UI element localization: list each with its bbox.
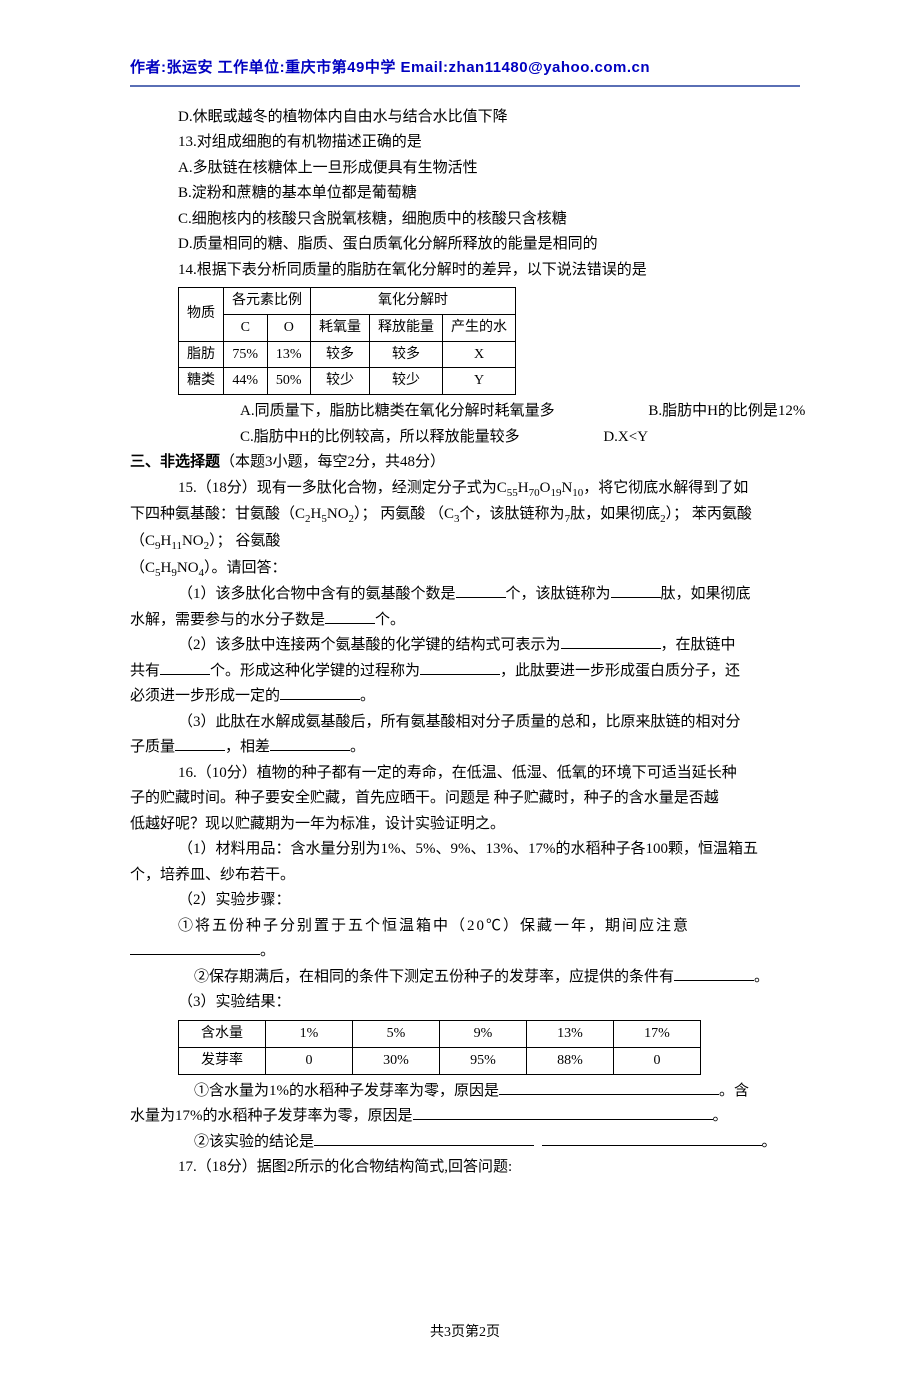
q14-th-o: O — [267, 314, 311, 341]
q14-th-energy: 释放能量 — [370, 314, 443, 341]
q16-result-table: 含水量 1% 5% 9% 13% 17% 发芽率 0 30% 95% 88% 0 — [178, 1020, 701, 1075]
q16-step1-line2: 。 — [130, 939, 800, 965]
q16-result1-line1: ①含水量为1%的水稻种子发芽率为零，原因是。含 — [130, 1079, 800, 1105]
fill-blank[interactable] — [314, 1130, 534, 1146]
q14-th-substance: 物质 — [179, 288, 224, 342]
fill-blank[interactable] — [270, 735, 350, 751]
q14-option-d: D.X<Y — [603, 425, 648, 451]
q16-th-germ: 发芽率 — [179, 1047, 266, 1074]
q14-options-row2: C.脂肪中H的比例较高，所以释放能量较多 D.X<Y — [130, 425, 800, 451]
q16-step2: ②保存期满后，在相同的条件下测定五份种子的发芽率，应提供的条件有。 — [130, 965, 800, 991]
q15-part2-line3: 必须进一步形成一定的。 — [130, 684, 800, 710]
fill-blank[interactable] — [413, 1104, 713, 1120]
page-header: 作者:张运安 工作单位:重庆市第49中学 Email:zhan11480@yah… — [130, 55, 800, 87]
q15-stem-line1: 15.（18分）现有一多肽化合物，经测定分子式为C55H70O19N10，将它彻… — [130, 476, 800, 503]
fill-blank[interactable] — [175, 735, 225, 751]
q15-part1-line1: （1）该多肽化合物中含有的氨基酸个数是个，该肽链称为肽，如果彻底 — [130, 582, 800, 608]
q16-materials-1: （1）材料用品：含水量分别为1%、5%、9%、13%、17%的水稻种子各100颗… — [130, 837, 800, 863]
q14-option-c: C.脂肪中H的比例较高，所以释放能量较多 — [240, 429, 520, 445]
q14-table: 物质 各元素比例 氧化分解时 C O 耗氧量 释放能量 产生的水 脂肪 75% … — [178, 287, 516, 395]
fill-blank[interactable] — [499, 1079, 719, 1095]
q17-stem: 17.（18分）据图2所示的化合物结构简式,回答问题: — [130, 1155, 800, 1181]
q13-option-d: D.质量相同的糖、脂质、蛋白质氧化分解所释放的能量是相同的 — [130, 232, 800, 258]
q13-option-b: B.淀粉和蔗糖的基本单位都是葡萄糖 — [130, 181, 800, 207]
q16-result1-line2: 水量为17%的水稻种子发芽率为零，原因是。 — [130, 1104, 800, 1130]
q15-stem-line3: （C5H9NO4）。请回答： — [130, 556, 800, 583]
table-row: 糖类 44% 50% 较少 较少 Y — [179, 368, 516, 395]
table-row: 脂肪 75% 13% 较多 较多 X — [179, 341, 516, 368]
q14-th-c: C — [224, 314, 268, 341]
q14-th-elements: 各元素比例 — [224, 288, 311, 315]
q13-option-c: C.细胞核内的核酸只含脱氧核糖，细胞质中的核酸只含核糖 — [130, 207, 800, 233]
q14-th-oxygen: 耗氧量 — [311, 314, 370, 341]
q16-steps-heading: （2）实验步骤： — [130, 888, 800, 914]
q14-option-b: B.脂肪中H的比例是12% — [648, 399, 805, 425]
q15-part3-line1: （3）此肽在水解成氨基酸后，所有氨基酸相对分子质量的总和，比原来肽链的相对分 — [130, 710, 800, 736]
q16-th-water: 含水量 — [179, 1020, 266, 1047]
q16-line1: 16.（10分）植物的种子都有一定的寿命，在低温、低湿、低氧的环境下可适当延长种 — [130, 761, 800, 787]
section3-info: （本题3小题，每空2分，共48分） — [220, 454, 445, 470]
fill-blank[interactable] — [280, 684, 360, 700]
fill-blank[interactable] — [130, 939, 260, 955]
q16-result2: ②该实验的结论是 。 — [130, 1130, 800, 1156]
page-footer: 共3页第2页 — [130, 1321, 800, 1345]
q16-line2: 子的贮藏时间。种子要安全贮藏，首先应晒干。问题是 种子贮藏时，种子的含水量是否越 — [130, 786, 800, 812]
q14-th-water: 产生的水 — [443, 314, 516, 341]
fill-blank[interactable] — [420, 659, 500, 675]
q14-option-a: A.同质量下，脂肪比糖类在氧化分解时耗氧量多 — [240, 403, 555, 419]
page-container: 作者:张运安 工作单位:重庆市第49中学 Email:zhan11480@yah… — [0, 0, 920, 1384]
fill-blank[interactable] — [160, 659, 210, 675]
q16-step1-line1: ①将五份种子分别置于五个恒温箱中（20℃）保藏一年，期间应注意 — [130, 914, 800, 940]
section3-heading: 三、非选择题（本题3小题，每空2分，共48分） — [130, 450, 800, 476]
q15-part2-line2: 共有个。形成这种化学键的过程称为，此肽要进一步形成蛋白质分子，还 — [130, 659, 800, 685]
q15-part3-line2: 子质量，相差。 — [130, 735, 800, 761]
fill-blank[interactable] — [561, 633, 661, 649]
q14-options-row1: A.同质量下，脂肪比糖类在氧化分解时耗氧量多 B.脂肪中H的比例是12% — [130, 399, 800, 425]
section3-title: 三、非选择题 — [130, 454, 220, 470]
fill-blank[interactable] — [611, 582, 661, 598]
q16-materials-2: 个，培养皿、纱布若干。 — [130, 863, 800, 889]
q15-stem-line2: 下四种氨基酸：甘氨酸（C2H5NO2）； 丙氨酸 （C3个，该肽链称为7肽，如果… — [130, 502, 800, 555]
q15-part2-line1: （2）该多肽中连接两个氨基酸的化学键的结构式可表示为，在肽链中 — [130, 633, 800, 659]
q14-stem: 14.根据下表分析同质量的脂肪在氧化分解时的差异，以下说法错误的是 — [130, 258, 800, 284]
fill-blank[interactable] — [542, 1130, 762, 1146]
q13-option-a: A.多肽链在核糖体上一旦形成便具有生物活性 — [130, 156, 800, 182]
q16-results-heading: （3）实验结果： — [130, 990, 800, 1016]
fill-blank[interactable] — [674, 965, 754, 981]
table-row: 含水量 1% 5% 9% 13% 17% — [179, 1020, 701, 1047]
q14-th-oxidation: 氧化分解时 — [311, 288, 516, 315]
fill-blank[interactable] — [456, 582, 506, 598]
q16-line3: 低越好呢？现以贮藏期为一年为标准，设计实验证明之。 — [130, 812, 800, 838]
fill-blank[interactable] — [325, 608, 375, 624]
q12-option-d: D.休眠或越冬的植物体内自由水与结合水比值下降 — [130, 105, 800, 131]
table-row: 发芽率 0 30% 95% 88% 0 — [179, 1047, 701, 1074]
q15-part1-line2: 水解，需要参与的水分子数是个。 — [130, 608, 800, 634]
q13-stem: 13.对组成细胞的有机物描述正确的是 — [130, 130, 800, 156]
